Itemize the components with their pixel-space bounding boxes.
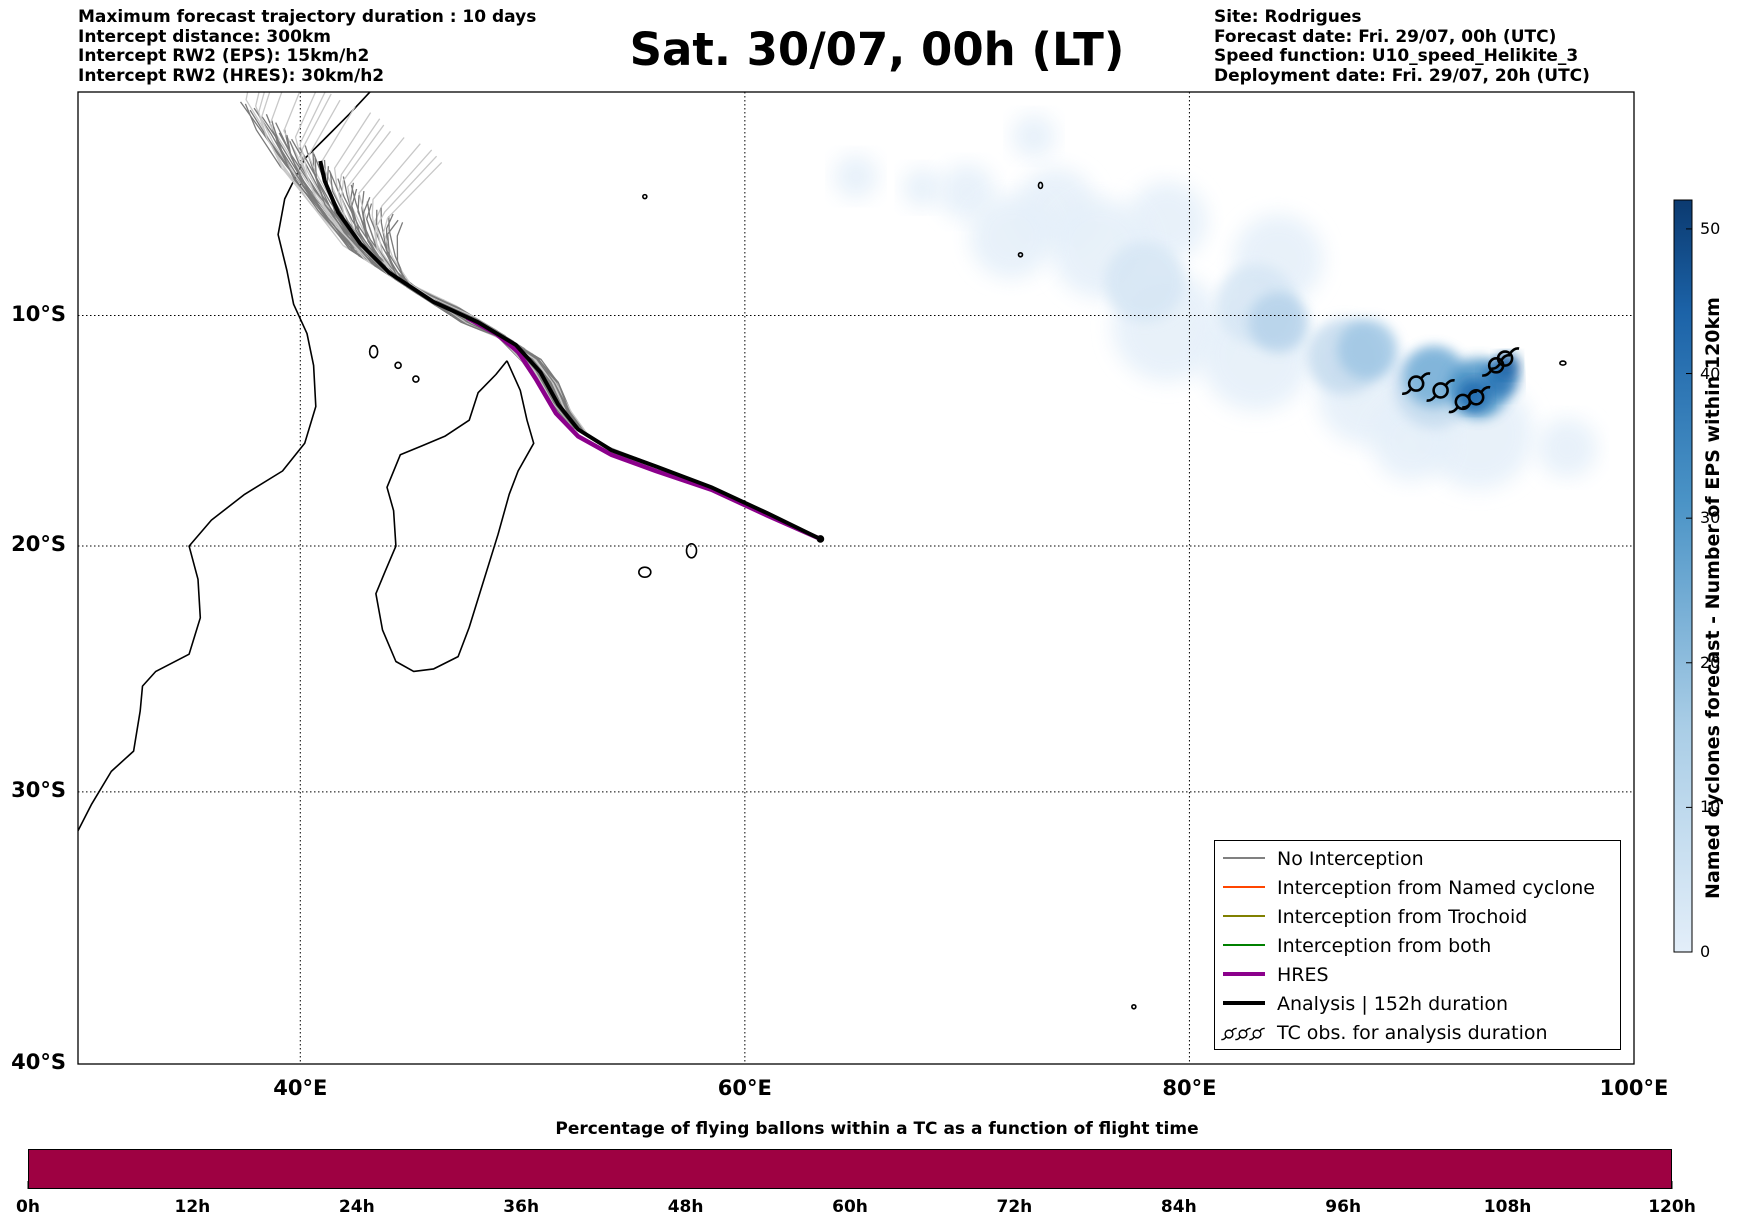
density-blob xyxy=(969,194,1054,279)
main-trajectories xyxy=(318,160,824,542)
lon-label: 60°E xyxy=(717,1076,772,1100)
header-line: Maximum forecast trajectory duration : 1… xyxy=(78,7,537,27)
header-line: Intercept RW2 (EPS): 15km/h2 xyxy=(78,46,370,66)
legend-label: HRES xyxy=(1277,964,1329,986)
island xyxy=(412,375,420,383)
island xyxy=(638,566,652,578)
lon-label: 80°E xyxy=(1162,1076,1217,1100)
page-title: Sat. 30/07, 00h (LT) xyxy=(629,23,1125,76)
island xyxy=(394,361,402,370)
tc-symbol-icon xyxy=(1249,1027,1265,1041)
header-info-left: Maximum forecast trajectory duration : 1… xyxy=(78,7,537,86)
density-blob xyxy=(1337,319,1398,380)
island xyxy=(368,344,379,359)
colorbar-label: Named cyclones forecast - Number of EPS … xyxy=(1702,297,1724,899)
hres-trajectory xyxy=(465,315,822,542)
island xyxy=(685,542,698,559)
flight-time-label: 12h xyxy=(174,1197,211,1217)
legend-label: Interception from both xyxy=(1277,935,1492,957)
header-line: Site: Rodrigues xyxy=(1214,7,1362,27)
island xyxy=(1131,1003,1137,1010)
colorbar-tick-label: 30 xyxy=(1700,508,1721,528)
deployment-site xyxy=(817,535,824,542)
flight-time-label: 24h xyxy=(338,1197,375,1217)
tc-symbol-icon xyxy=(1490,347,1520,370)
legend-swatch xyxy=(1223,944,1265,946)
tc-symbol-icon xyxy=(1461,385,1491,409)
tc-symbol-icon xyxy=(1426,379,1455,402)
flight-time-label: 96h xyxy=(1325,1197,1362,1217)
lat-label: 40°S xyxy=(11,1050,66,1074)
tc-observations xyxy=(1401,347,1520,414)
africa-coast xyxy=(78,92,372,832)
density-blob xyxy=(1104,241,1185,322)
madagascar-coast xyxy=(375,360,535,673)
legend-label: Interception from Named cyclone xyxy=(1277,877,1595,899)
density-blob xyxy=(1537,417,1598,478)
legend-swatch xyxy=(1223,1001,1265,1005)
density-blob xyxy=(939,164,996,221)
legend-swatch xyxy=(1223,915,1265,917)
colorbar-tick-label: 10 xyxy=(1700,797,1721,817)
legend: No Interception Interception from Named c… xyxy=(1214,840,1621,1050)
density-blob xyxy=(1248,292,1309,353)
flight-time-label: 108h xyxy=(1483,1197,1532,1217)
header-line: Speed function: U10_speed_Helikite_3 xyxy=(1214,46,1579,66)
header-line: Intercept distance: 300km xyxy=(78,26,331,47)
island xyxy=(1017,251,1024,258)
colorbar-tick-label: 40 xyxy=(1700,363,1721,383)
lon-label: 40°E xyxy=(273,1076,328,1100)
legend-swatch xyxy=(1223,886,1265,888)
tc-symbol-icon xyxy=(1221,1027,1237,1041)
lat-label: 30°S xyxy=(11,777,66,802)
header-line: Intercept RW2 (HRES): 30km/h2 xyxy=(78,65,385,86)
header-line: Forecast date: Fri. 29/07, 00h (UTC) xyxy=(1214,26,1557,47)
legend-tc-icon xyxy=(1221,1027,1265,1041)
header-line: Deployment date: Fri. 29/07, 20h (UTC) xyxy=(1214,65,1590,86)
flight-time-bar xyxy=(28,1149,1672,1189)
colorbar-tick-label: 50 xyxy=(1700,218,1721,238)
flight-time-label: 0h xyxy=(16,1197,40,1217)
flight-time-title: Percentage of flying ballons within a TC… xyxy=(555,1119,1199,1139)
density-blob xyxy=(902,167,943,208)
legend-label: Analysis | 152h duration xyxy=(1277,993,1509,1015)
colorbar-tick-label: 0 xyxy=(1700,942,1711,961)
density-colorbar xyxy=(1673,199,1693,953)
flight-time-label: 120h xyxy=(1648,1197,1696,1217)
flight-time-label: 48h xyxy=(667,1197,704,1217)
lat-label: 10°S xyxy=(11,301,66,326)
lon-label: 100°E xyxy=(1599,1076,1669,1100)
legend-swatch xyxy=(1223,972,1265,976)
legend-label: TC obs. for analysis duration xyxy=(1277,1022,1548,1044)
analysis-trajectory xyxy=(318,160,822,541)
legend-label: Interception from Trochoid xyxy=(1277,906,1528,928)
flight-time-label: 72h xyxy=(996,1197,1033,1217)
tc-symbol-icon xyxy=(1235,1027,1251,1041)
island xyxy=(642,193,648,200)
cyclone-density-field xyxy=(834,114,1598,490)
density-blob xyxy=(834,154,878,199)
colorbar-tick-label: 20 xyxy=(1700,652,1721,672)
header-info-right: Site: Rodrigues Forecast date: Fri. 29/07… xyxy=(1214,7,1590,86)
density-blob xyxy=(1011,114,1056,159)
flight-time-label: 60h xyxy=(832,1197,868,1217)
island xyxy=(1559,360,1567,366)
colorbar-tick-marks xyxy=(1686,228,1692,953)
legend-label: No Interception xyxy=(1277,848,1424,870)
tc-symbol-icon xyxy=(1401,372,1431,396)
map-frame xyxy=(77,91,1635,1065)
flight-time-label: 36h xyxy=(503,1197,540,1217)
lat-label: 20°S xyxy=(11,532,66,557)
flight-time-label: 84h xyxy=(1160,1197,1197,1217)
gridlines xyxy=(78,92,1634,1064)
legend-swatch xyxy=(1223,857,1265,859)
island xyxy=(1037,181,1044,190)
